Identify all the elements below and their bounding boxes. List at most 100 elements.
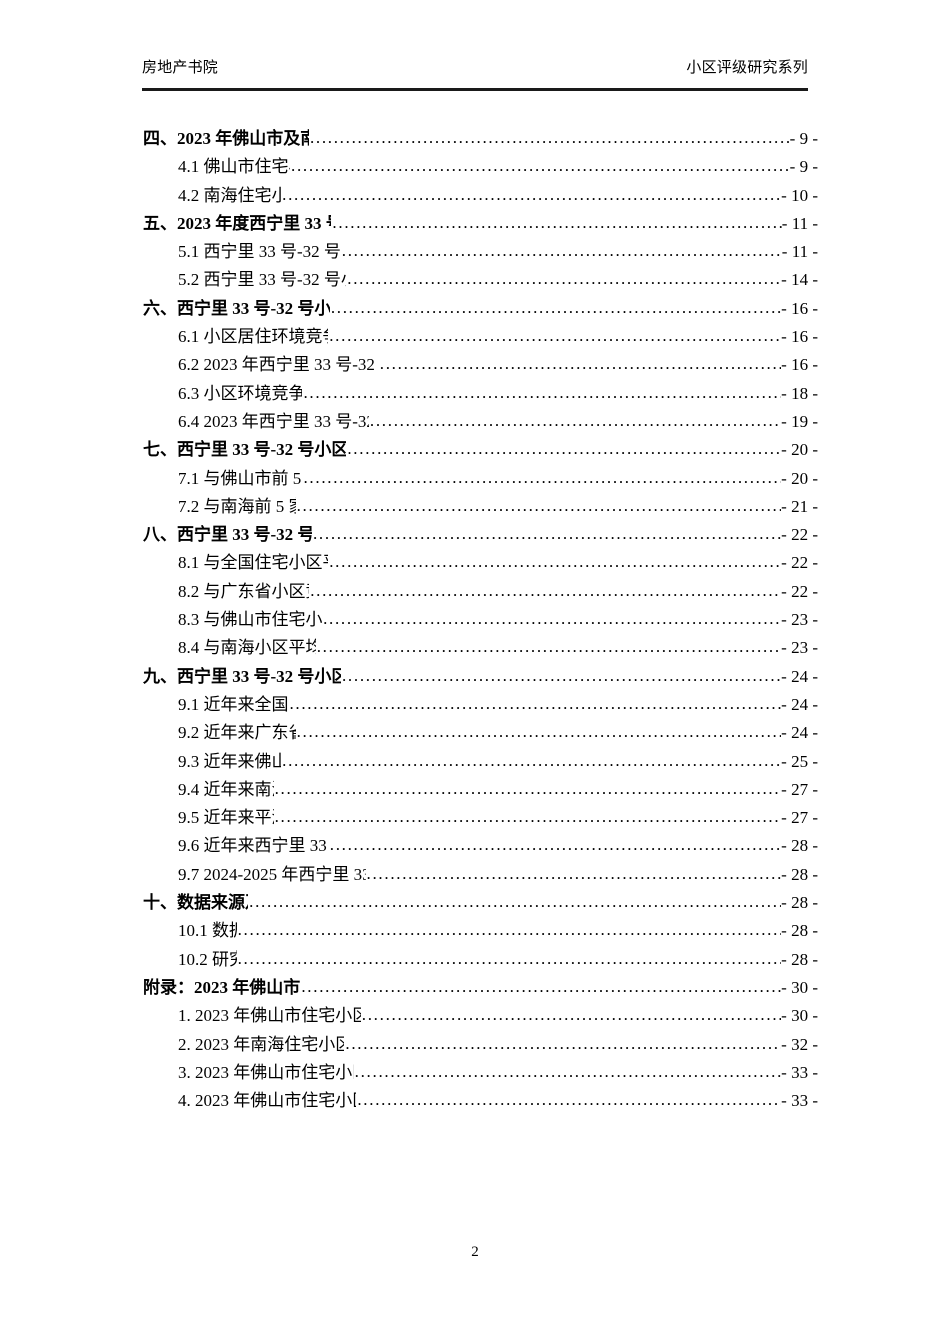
toc-entry-title: 9.5 近年来平洲房价分析 bbox=[178, 808, 274, 828]
toc-entry[interactable]: 9.3 近年来佛山市房价分析..........................… bbox=[142, 748, 818, 776]
toc-entry-title: 6.3 小区环境竞争力综合评级标准 bbox=[178, 383, 303, 403]
toc-dot-leader: ........................................… bbox=[316, 637, 782, 657]
toc-entry[interactable]: 六、西宁里 33 号-32 号小区居住环境竞争力综合评级............… bbox=[142, 295, 818, 323]
toc-entry[interactable]: 4. 2023 年佛山市住宅小区竞争力排名 1000 强榜单(略).......… bbox=[142, 1087, 818, 1115]
toc-entry-title: 9.2 近年来广东省房价走势分析 bbox=[178, 723, 296, 743]
toc-entry-title: 6.4 2023 年西宁里 33 号-32 号小区环境竞争力综合评级结果 bbox=[178, 411, 369, 431]
toc-entry[interactable]: 6.1 小区居住环境竞争力综合评级评分方法...................… bbox=[142, 323, 818, 351]
toc-entry-title: 9.6 近年来西宁里 33 号-32 号小区房价分析 bbox=[178, 836, 329, 856]
toc-entry[interactable]: 10.2 研究方法...............................… bbox=[142, 946, 818, 974]
toc-entry-page-number: - 21 - bbox=[781, 496, 818, 516]
toc-entry[interactable]: 8.2 与广东省小区竞争力比较优劣势......................… bbox=[142, 578, 818, 606]
toc-entry-page-number: - 10 - bbox=[781, 185, 818, 205]
toc-entry-page-number: - 27 - bbox=[781, 779, 818, 799]
toc-entry-page-number: - 22 - bbox=[781, 525, 818, 545]
toc-entry-page-number: - 11 - bbox=[781, 213, 818, 233]
toc-entry[interactable]: 七、西宁里 33 号-32 号小区居住环境竞争力与重点小区比较.........… bbox=[142, 436, 818, 464]
toc-entry[interactable]: 9.4 近年来南海房价分析...........................… bbox=[142, 776, 818, 804]
toc-entry[interactable]: 4.2 南海住宅小区环境概况..........................… bbox=[142, 182, 818, 210]
toc-dot-leader: ........................................… bbox=[329, 835, 782, 855]
toc-entry-title: 9.7 2024-2025 年西宁里 33 号-32 号小区相关房价趋势研判 bbox=[178, 864, 366, 884]
toc-entry-title: 7.1 与佛山市前 5 家重点小区比较 bbox=[178, 468, 302, 488]
toc-entry-page-number: - 16 - bbox=[781, 355, 818, 375]
toc-entry-page-number: - 24 - bbox=[781, 723, 818, 743]
toc-dot-leader: ........................................… bbox=[329, 326, 782, 346]
toc-entry-title: 5.1 西宁里 33 号-32 号小区主要指标及对比分析 bbox=[178, 242, 341, 262]
toc-dot-leader: ........................................… bbox=[249, 892, 781, 912]
toc-entry[interactable]: 5.2 西宁里 33 号-32 号小区开发商与物业比较分析...........… bbox=[142, 266, 818, 294]
toc-entry-title: 五、2023 年度西宁里 33 号-32 号小区环境及比较分析 bbox=[143, 213, 331, 233]
toc-entry-page-number: - 16 - bbox=[781, 327, 818, 347]
toc-dot-leader: ........................................… bbox=[274, 778, 782, 798]
toc-entry-title: 8.4 与南海小区平均竞争力比较优劣势 bbox=[178, 638, 316, 658]
toc-dot-leader: ........................................… bbox=[237, 948, 782, 968]
toc-entry[interactable]: 6.2 2023 年西宁里 33 号-32 号小区居住环境竞争力综合评级得分..… bbox=[142, 351, 818, 379]
toc-entry-title: 八、西宁里 33 号-32 号小区竞争力优劣势分析 bbox=[143, 525, 312, 545]
toc-dot-leader: ........................................… bbox=[323, 609, 782, 629]
toc-entry-page-number: - 9 - bbox=[789, 157, 818, 177]
toc-entry[interactable]: 8.1 与全国住宅小区平均竞争力比较优劣势...................… bbox=[142, 549, 818, 577]
toc-entry[interactable]: 9.7 2024-2025 年西宁里 33 号-32 号小区相关房价趋势研判..… bbox=[142, 861, 818, 889]
toc-dot-leader: ........................................… bbox=[341, 241, 782, 261]
toc-entry[interactable]: 6.4 2023 年西宁里 33 号-32 号小区环境竞争力综合评级结果....… bbox=[142, 408, 818, 436]
toc-entry[interactable]: 四、2023 年佛山市及南海住宅小区环境分析..................… bbox=[142, 125, 818, 153]
toc-entry[interactable]: 五、2023 年度西宁里 33 号-32 号小区环境及比较分析.........… bbox=[142, 210, 818, 238]
toc-entry[interactable]: 8.3 与佛山市住宅小区竞争力比较优劣势....................… bbox=[142, 606, 818, 634]
toc-entry-title: 3. 2023 年佛山市住宅小区竞争力排名 500 强榜单(略) bbox=[178, 1062, 354, 1082]
toc-entry[interactable]: 8.4 与南海小区平均竞争力比较优劣势.....................… bbox=[142, 634, 818, 662]
toc-entry-title: 4.1 佛山市住宅小区环境概况 bbox=[178, 157, 290, 177]
toc-entry[interactable]: 4.1 佛山市住宅小区环境概况.........................… bbox=[142, 153, 818, 181]
toc-entry[interactable]: 3. 2023 年佛山市住宅小区竞争力排名 500 强榜单(略)........… bbox=[142, 1059, 818, 1087]
toc-dot-leader: ........................................… bbox=[345, 1033, 782, 1053]
toc-entry-page-number: - 11 - bbox=[781, 242, 818, 262]
toc-dot-leader: ........................................… bbox=[369, 410, 781, 430]
toc-entry-title: 1. 2023 年佛山市住宅小区竞争力综合指标排名百强榜单 bbox=[178, 1006, 361, 1026]
toc-entry[interactable]: 6.3 小区环境竞争力综合评级标准.......................… bbox=[142, 380, 818, 408]
toc-dot-leader: ........................................… bbox=[312, 524, 782, 544]
toc-entry-page-number: - 16 - bbox=[781, 298, 818, 318]
header-right-text: 小区评级研究系列 bbox=[686, 60, 808, 76]
toc-dot-leader: ........................................… bbox=[357, 1090, 782, 1110]
toc-entry[interactable]: 2. 2023 年南海住宅小区综合竞争力排名百强榜单..............… bbox=[142, 1031, 818, 1059]
toc-entry-page-number: - 33 - bbox=[781, 1091, 818, 1111]
toc-dot-leader: ........................................… bbox=[301, 976, 781, 996]
toc-dot-leader: ........................................… bbox=[332, 212, 782, 232]
toc-dot-leader: ........................................… bbox=[274, 807, 782, 827]
toc-entry-page-number: - 28 - bbox=[781, 836, 818, 856]
toc-entry[interactable]: 八、西宁里 33 号-32 号小区竞争力优劣势分析...............… bbox=[142, 521, 818, 549]
toc-entry-page-number: - 28 - bbox=[781, 893, 818, 913]
toc-entry-title: 8.2 与广东省小区竞争力比较优劣势 bbox=[178, 581, 309, 601]
toc-dot-leader: ........................................… bbox=[303, 382, 781, 402]
toc-entry[interactable]: 9.5 近年来平洲房价分析...........................… bbox=[142, 804, 818, 832]
toc-entry-page-number: - 25 - bbox=[781, 751, 818, 771]
toc-entry[interactable]: 7.2 与南海前 5 家重点小区比较......................… bbox=[142, 493, 818, 521]
toc-entry[interactable]: 附录：2023 年佛山市住宅小区百强等榜单...................… bbox=[142, 974, 818, 1002]
toc-entry-title: 5.2 西宁里 33 号-32 号小区开发商与物业比较分析 bbox=[178, 270, 346, 290]
toc-dot-leader: ........................................… bbox=[310, 580, 781, 600]
toc-entry-page-number: - 23 - bbox=[781, 638, 818, 658]
toc-dot-leader: ........................................… bbox=[303, 467, 781, 487]
toc-entry-page-number: - 22 - bbox=[781, 581, 818, 601]
toc-entry[interactable]: 9.6 近年来西宁里 33 号-32 号小区房价分析..............… bbox=[142, 832, 818, 860]
toc-dot-leader: ........................................… bbox=[354, 1061, 782, 1081]
toc-dot-leader: ........................................… bbox=[289, 693, 781, 713]
toc-entry[interactable]: 10.1 数据来源...............................… bbox=[142, 917, 818, 945]
header-left-text: 房地产书院 bbox=[142, 60, 219, 76]
header-divider bbox=[142, 88, 808, 91]
toc-entry-page-number: - 27 - bbox=[781, 808, 818, 828]
toc-entry[interactable]: 9.2 近年来广东省房价走势分析........................… bbox=[142, 719, 818, 747]
toc-entry[interactable]: 7.1 与佛山市前 5 家重点小区比较.....................… bbox=[142, 465, 818, 493]
toc-dot-leader: ........................................… bbox=[296, 495, 782, 515]
toc-entry[interactable]: 1. 2023 年佛山市住宅小区竞争力综合指标排名百强榜单...........… bbox=[142, 1002, 818, 1030]
toc-entry[interactable]: 十、数据来源及研究方法.............................… bbox=[142, 889, 818, 917]
toc-entry-page-number: - 33 - bbox=[781, 1062, 818, 1082]
toc-entry[interactable]: 九、西宁里 33 号-32 号小区房价分析及趋势研判（可选）..........… bbox=[142, 663, 818, 691]
toc-entry-title: 四、2023 年佛山市及南海住宅小区环境分析 bbox=[143, 129, 309, 148]
toc-entry[interactable]: 5.1 西宁里 33 号-32 号小区主要指标及对比分析............… bbox=[142, 238, 818, 266]
toc-dot-leader: ........................................… bbox=[237, 920, 782, 940]
toc-entry[interactable]: 9.1 近年来全国房价走势分析.........................… bbox=[142, 691, 818, 719]
toc-entry-title: 6.2 2023 年西宁里 33 号-32 号小区居住环境竞争力综合评级得分 bbox=[178, 355, 379, 375]
toc-entry-page-number: - 24 - bbox=[781, 694, 818, 714]
toc-dot-leader: ........................................… bbox=[291, 156, 790, 176]
toc-dot-leader: ........................................… bbox=[347, 269, 782, 289]
